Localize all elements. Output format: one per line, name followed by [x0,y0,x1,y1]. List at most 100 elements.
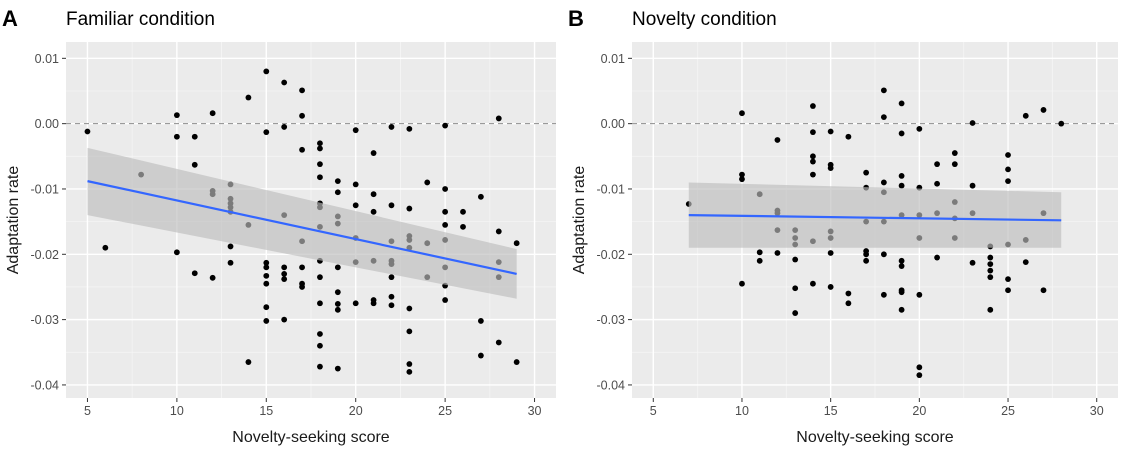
data-point [263,304,270,311]
data-point [334,289,341,296]
data-point [191,133,198,140]
y-tick-label: 0.00 [35,117,59,131]
y-tick-label: -0.03 [597,313,626,327]
data-point [934,254,940,261]
x-tick-label: 25 [438,404,452,418]
data-point [934,161,940,168]
data-point [898,257,905,264]
data-point [191,270,198,277]
data-point [209,274,216,281]
data-point [827,284,834,290]
data-point [299,112,305,119]
data-point [916,364,923,371]
data-point [880,251,887,258]
data-point [388,302,395,309]
data-point [739,171,745,178]
data-point [227,259,234,266]
data-point [756,249,763,256]
y-tick-label: 0.00 [601,117,625,131]
data-point [1005,178,1011,185]
data-point [442,221,449,228]
data-point [477,193,484,200]
data-point [317,174,323,181]
data-point [477,318,484,324]
data-point [460,208,466,215]
data-point [263,264,270,271]
data-point [863,257,870,264]
data-point [173,133,180,140]
panel-title: Novelty condition [632,9,777,30]
y-tick-label: -0.04 [31,378,60,392]
data-point [317,140,323,147]
data-point [845,300,852,307]
x-tick-label: 30 [1090,404,1104,418]
x-tick-label: 15 [259,404,273,418]
data-point [987,274,994,281]
data-point [880,114,887,121]
data-point [810,158,816,165]
data-point [406,125,413,132]
data-point [495,228,502,235]
data-point [810,153,816,160]
data-point [317,363,323,370]
data-point [916,372,923,379]
data-point [406,368,413,375]
regression-line [87,180,517,275]
data-point [898,182,905,189]
data-point [951,161,958,168]
data-point [898,100,905,107]
y-tick-label: -0.03 [31,313,60,327]
data-point [987,254,994,261]
data-point [442,208,449,215]
data-point [406,328,413,335]
data-point [281,124,288,130]
x-tick-label: 25 [1001,404,1015,418]
data-point [334,189,341,196]
data-point [370,191,377,198]
panel-label: B [568,6,584,31]
data-point [774,137,781,143]
data-point [370,208,377,215]
data-point [477,352,484,359]
data-point [442,186,449,192]
data-point [1005,166,1011,173]
regression-line [688,214,1062,222]
y-tick-label: 0.01 [601,52,625,66]
y-tick-label: -0.01 [31,182,60,196]
data-point [263,129,270,136]
data-point [352,300,359,307]
data-point [406,305,413,312]
data-point [863,169,870,176]
data-point [460,223,466,230]
data-point [880,87,887,94]
data-point [370,300,377,307]
x-axis-title: Novelty-seeking score [232,429,390,446]
data-point [263,272,270,279]
y-tick-label: -0.01 [597,182,626,196]
data-point [245,94,252,101]
data-point [951,150,958,156]
data-point [863,251,870,258]
data-point [263,259,270,266]
data-point [299,284,305,290]
data-point [388,124,395,130]
data-point [792,310,799,316]
data-point [317,331,323,337]
panel-label: A [2,6,18,31]
data-point [827,128,834,135]
data-point [495,115,502,122]
data-point [281,276,288,283]
data-point [898,263,905,269]
data-point [388,202,395,209]
data-point [898,289,905,296]
data-point [810,171,816,178]
x-tick-label: 30 [528,404,542,418]
data-point [810,280,816,287]
data-point [424,179,431,186]
data-point [281,264,288,271]
data-point [739,110,745,117]
data-point [987,261,994,267]
data-point [334,301,341,307]
